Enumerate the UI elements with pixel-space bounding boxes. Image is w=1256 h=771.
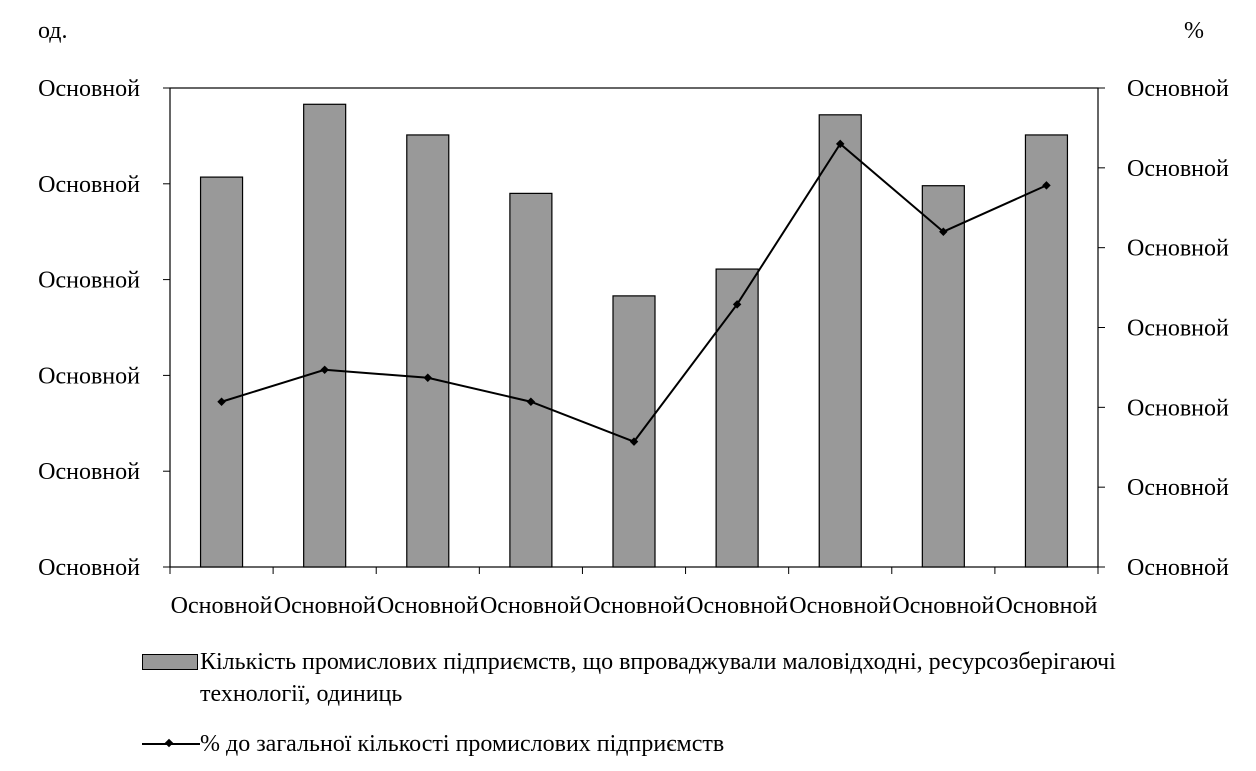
x-category-label: Основной [996,593,1098,619]
line-point [217,397,226,406]
right-tick-label: Основной [1127,156,1229,182]
left-tick-label: Основной [38,555,140,581]
bar [921,185,965,568]
x-category-label: Основной [480,593,582,619]
x-category-label: Основной [686,593,788,619]
chart: ОсновнойОсновнойОсновнойОсновнойОсновной… [38,76,1229,619]
line-point [320,365,329,375]
bar [612,295,656,568]
right-tick-label: Основной [1127,475,1229,501]
line-point [526,397,536,406]
x-category-label: Основной [171,593,273,619]
legend-line-label: % до загальної кількості промислових під… [200,731,725,757]
line-point [629,437,639,446]
legend-bars-label: Кількість промислових підприємств, що вп… [200,649,1116,707]
bar [509,192,553,568]
bar [818,114,862,568]
x-category-label: Основной [377,593,479,619]
right-tick-label: Основной [1127,236,1229,262]
left-axis-unit: од. [38,18,68,44]
x-category-label: Основной [789,593,891,619]
bar [199,176,244,568]
x-category-label: Основной [274,593,376,619]
bar [303,103,347,568]
right-tick-label: Основной [1127,555,1229,581]
bar [715,268,759,568]
left-tick-label: Основной [38,363,140,389]
left-tick-label: Основной [38,172,140,198]
right-tick-label: Основной [1127,316,1229,342]
legend-bar-swatch [142,654,198,670]
left-tick-label: Основной [38,76,140,102]
right-tick-label: Основной [1127,395,1229,421]
left-tick-label: Основной [38,268,140,294]
legend-item-line: % до загальної кількості промислових під… [142,728,724,760]
x-category-label: Основной [892,593,994,619]
legend-item-bars: Кількість промислових підприємств, що вп… [142,646,1142,710]
line-point [732,300,742,309]
line-point [423,373,433,383]
legend-line-swatch [142,734,200,754]
right-axis-unit: % [1184,18,1204,44]
right-tick-label: Основной [1127,76,1229,102]
bar [1024,134,1069,568]
x-category-label: Основной [583,593,685,619]
bar [406,134,450,568]
left-tick-label: Основной [38,459,140,485]
